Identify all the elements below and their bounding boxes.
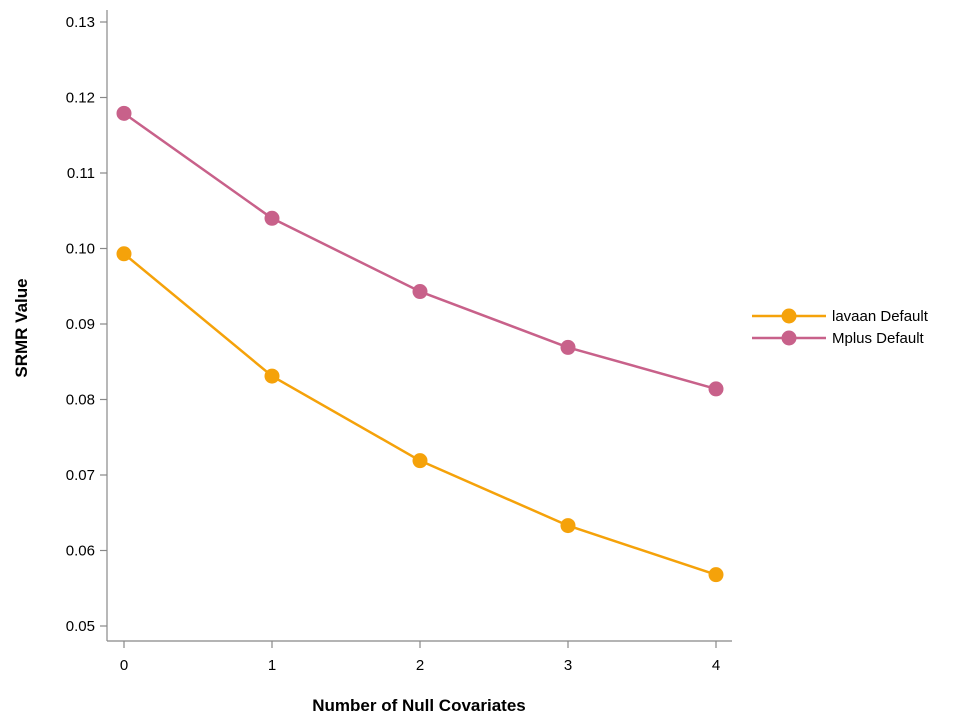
y-axis-title: SRMR Value	[12, 278, 31, 377]
data-point	[708, 567, 724, 583]
legend-label: lavaan Default	[832, 308, 929, 325]
x-tick-label: 2	[416, 657, 424, 674]
y-tick-label: 0.09	[66, 316, 95, 333]
legend-swatch-marker	[781, 330, 797, 346]
legend: lavaan Default Mplus Default	[752, 308, 929, 347]
y-tick-label: 0.11	[67, 165, 95, 182]
data-point	[116, 246, 132, 262]
y-axis: 0.05 0.06 0.07 0.08 0.09 0.10 0.11 0.12 0.13	[66, 10, 108, 641]
x-tick-label: 3	[564, 657, 572, 674]
x-axis: 0 1 2 3 4	[107, 640, 732, 674]
x-axis-title: Number of Null Covariates	[312, 696, 526, 715]
data-point	[708, 381, 724, 397]
data-point	[560, 339, 576, 355]
data-point	[116, 105, 132, 121]
series-group	[116, 105, 724, 583]
legend-item: lavaan Default	[752, 308, 929, 325]
x-tick-label: 1	[268, 657, 276, 674]
y-tick-label: 0.10	[66, 241, 95, 258]
data-point	[560, 518, 576, 534]
series-line	[123, 112, 717, 391]
y-tick-label: 0.08	[66, 392, 95, 409]
y-tick-label: 0.07	[66, 467, 95, 484]
series-0	[116, 246, 724, 583]
x-tick-label: 4	[712, 657, 720, 674]
y-tick-label: 0.12	[66, 90, 95, 107]
legend-item: Mplus Default	[752, 330, 925, 347]
y-tick-label: 0.06	[66, 543, 95, 560]
data-point	[412, 284, 428, 300]
data-point	[264, 368, 280, 384]
x-tick-label: 0	[120, 657, 128, 674]
y-tick-label: 0.13	[66, 14, 95, 31]
legend-label: Mplus Default	[832, 330, 925, 347]
legend-swatch-marker	[781, 308, 797, 324]
series-1	[116, 105, 724, 397]
data-point	[412, 453, 428, 469]
y-tick-label: 0.05	[66, 618, 95, 635]
series-line	[123, 252, 717, 576]
data-point	[264, 210, 280, 226]
